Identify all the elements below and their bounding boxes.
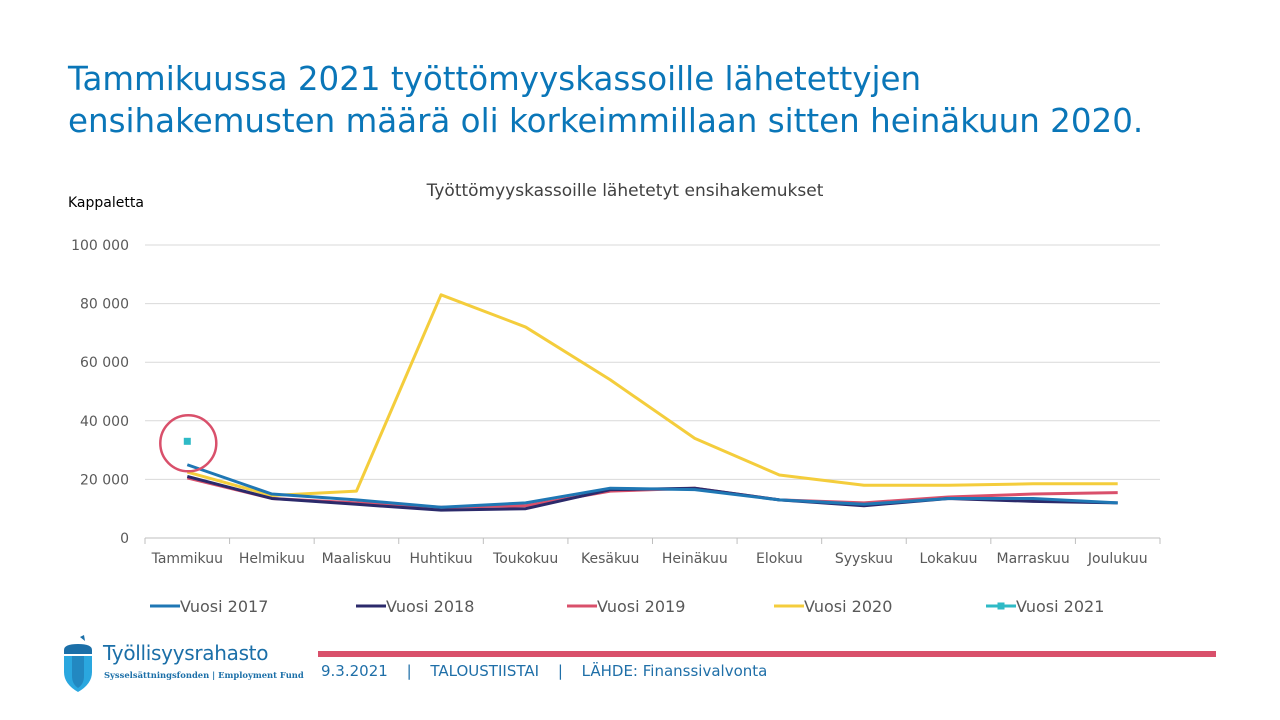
legend-label: Vuosi 2017 — [180, 597, 268, 616]
y-tick-label: 60 000 — [80, 355, 129, 371]
y-axis-label: Kappaletta — [68, 195, 144, 211]
logo-name: Työllisyysrahasto — [103, 641, 269, 665]
x-tick-label: Kesäkuu — [581, 551, 639, 567]
x-tick-label: Marraskuu — [997, 551, 1070, 567]
slide-title-line-1: Tammikuussa 2021 työttömyyskassoille läh… — [68, 60, 922, 98]
x-tick-label: Toukokuu — [492, 551, 558, 567]
legend-label: Vuosi 2018 — [386, 597, 474, 616]
line-chart: Työttömyyskassoille lähetetyt ensihakemu… — [68, 181, 1161, 616]
y-tick-label: 0 — [120, 531, 129, 547]
x-tick-label: Elokuu — [756, 551, 803, 567]
legend-label: Vuosi 2020 — [804, 597, 892, 616]
footer-bar: 9.3.2021 | TALOUSTIISTAI | LÄHDE: Finans… — [321, 662, 767, 680]
x-tick-label: Helmikuu — [239, 551, 305, 567]
chart-title: Työttömyyskassoille lähetetyt ensihakemu… — [426, 181, 824, 201]
data-point-2021 — [183, 437, 191, 445]
footer-divider — [318, 651, 1216, 657]
slide-title-line-2: ensihakemusten määrä oli korkeimmillaan … — [68, 102, 1144, 140]
x-tick-label: Tammikuu — [151, 551, 223, 567]
x-tick-label: Heinäkuu — [662, 551, 728, 567]
legend-label: Vuosi 2019 — [597, 597, 685, 616]
footer-source: LÄHDE: Finanssivalvonta — [581, 662, 768, 680]
x-tick-label: Lokakuu — [920, 551, 978, 567]
legend-marker — [997, 602, 1005, 610]
x-tick-label: Syyskuu — [835, 551, 893, 567]
highlight-circle — [159, 414, 218, 473]
acorn-logo-icon — [64, 635, 92, 692]
footer-separator: | — [557, 662, 563, 680]
footer-separator: | — [406, 662, 412, 680]
legend-label: Vuosi 2021 — [1016, 597, 1104, 616]
y-tick-label: 100 000 — [71, 238, 129, 254]
series-line-vuosi-2020 — [186, 293, 1118, 498]
series-line-vuosi-2017 — [186, 463, 1118, 509]
footer-event: TALOUSTIISTAI — [430, 662, 540, 680]
x-tick-label: Huhtikuu — [410, 551, 473, 567]
y-tick-label: 20 000 — [80, 472, 129, 488]
y-tick-label: 40 000 — [80, 414, 129, 430]
x-tick-label: Maaliskuu — [322, 551, 392, 567]
y-tick-label: 80 000 — [80, 297, 129, 313]
x-tick-label: Joulukuu — [1087, 551, 1148, 567]
logo-subtitle: Sysselsättningsfonden | Employment Fund — [104, 670, 304, 680]
footer-date: 9.3.2021 — [321, 662, 388, 680]
slide-title: Tammikuussa 2021 työttömyyskassoille läh… — [68, 58, 1228, 142]
